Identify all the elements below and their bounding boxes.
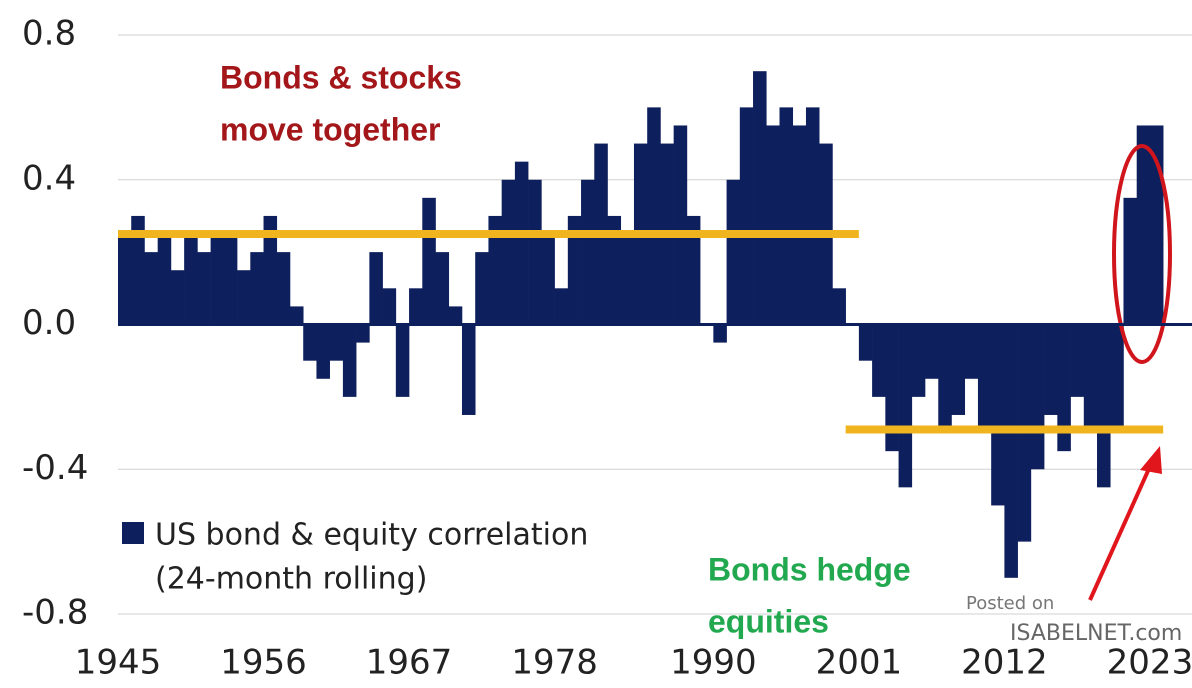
- bar: [461, 324, 476, 415]
- bar: [713, 324, 727, 343]
- watermark: ISABELNET.com: [1010, 621, 1182, 646]
- y-tick-label: -0.4: [22, 448, 88, 488]
- bar: [1123, 197, 1138, 325]
- bar: [144, 252, 158, 325]
- bar: [197, 252, 211, 325]
- y-tick-label: 0.0: [22, 303, 76, 343]
- bar: [898, 324, 913, 488]
- watermark: Posted on: [966, 593, 1054, 614]
- bar: [673, 125, 688, 325]
- bar: [329, 324, 344, 361]
- annotation: move together: [220, 111, 440, 147]
- bar: [276, 252, 291, 325]
- bar: [911, 324, 926, 397]
- bar: [184, 234, 198, 325]
- bar: [342, 324, 357, 397]
- bar: [964, 324, 979, 379]
- x-tick-label: 2001: [816, 643, 903, 683]
- arrow: [1088, 461, 1154, 601]
- annotation: Bonds & stocks: [220, 59, 462, 95]
- bar: [316, 324, 330, 379]
- x-tick-label: 1967: [366, 643, 453, 683]
- bar: [739, 107, 754, 325]
- bar: [1044, 324, 1058, 415]
- bar: [832, 288, 846, 325]
- highlight-ellipse: [1112, 144, 1172, 364]
- bar: [951, 324, 966, 415]
- bar: [779, 107, 794, 325]
- bar: [792, 125, 807, 325]
- bar: [435, 252, 450, 325]
- bar: [1057, 324, 1071, 452]
- legend-label: US bond & equity correlation: [155, 518, 588, 553]
- x-tick-label: 2023: [1107, 643, 1192, 683]
- bar: [620, 234, 635, 325]
- bar: [409, 288, 423, 325]
- bar: [1110, 324, 1124, 434]
- bar: [488, 215, 502, 325]
- bar: [607, 215, 622, 325]
- bar: [356, 324, 370, 343]
- bar: [501, 179, 516, 325]
- bar: [382, 288, 397, 325]
- bar: [858, 324, 873, 361]
- bar: [1097, 324, 1111, 488]
- bar: [1030, 324, 1045, 470]
- bar: [753, 71, 767, 325]
- bar: [805, 107, 820, 325]
- bar: [514, 161, 529, 325]
- x-tick-label: 1978: [511, 643, 598, 683]
- bar: [118, 234, 132, 325]
- plot: 0.8 0.4 0.0 -0.4 -0.8 1945 1956 1967 1978 1990 200…: [22, 14, 1192, 683]
- bar: [237, 270, 251, 325]
- bar: [475, 252, 489, 325]
- bar: [647, 107, 661, 325]
- bar: [885, 324, 899, 452]
- bar: [686, 215, 701, 325]
- y-tick-label: 0.8: [22, 14, 76, 54]
- bar: [554, 288, 569, 325]
- bar: [528, 179, 542, 325]
- bar: [263, 215, 278, 325]
- bar: [157, 234, 172, 325]
- annotation: Bonds hedge: [708, 551, 911, 587]
- bar: [1004, 324, 1018, 578]
- bar: [766, 125, 780, 325]
- bar: [289, 306, 304, 325]
- x-tick-label: 1956: [220, 643, 307, 683]
- bar: [1070, 324, 1085, 397]
- x-tick-label: 1945: [75, 643, 162, 683]
- legend-swatch: [122, 522, 144, 544]
- bar: [210, 234, 225, 325]
- bar: [131, 215, 145, 325]
- overlay: Bonds & stocks move together Bonds hedge eq…: [118, 59, 1192, 646]
- bar: [726, 179, 741, 325]
- bar: [303, 324, 317, 361]
- x-tick-label: 1990: [670, 643, 757, 683]
- bar: [1136, 125, 1151, 325]
- y-tick-label: -0.8: [22, 593, 88, 633]
- arrow-head: [1140, 446, 1162, 474]
- y-tick-label: 0.4: [22, 158, 76, 198]
- annotation: equities: [708, 603, 829, 639]
- bar: [395, 324, 410, 397]
- bar: [1083, 324, 1098, 434]
- legend-label: (24-month rolling): [155, 562, 427, 597]
- bar: [581, 179, 595, 325]
- bar: [925, 324, 939, 379]
- bar: [567, 215, 582, 325]
- bar: [991, 324, 1005, 506]
- bar: [448, 306, 463, 325]
- bar: [223, 234, 238, 325]
- bar: [541, 234, 555, 325]
- bar: [977, 324, 992, 434]
- bar: [250, 252, 264, 325]
- bar: [422, 197, 436, 325]
- x-tick-label: 2012: [961, 643, 1048, 683]
- bar: [872, 324, 886, 397]
- bar: [938, 324, 952, 434]
- bar: [369, 252, 383, 325]
- bar: [170, 270, 185, 325]
